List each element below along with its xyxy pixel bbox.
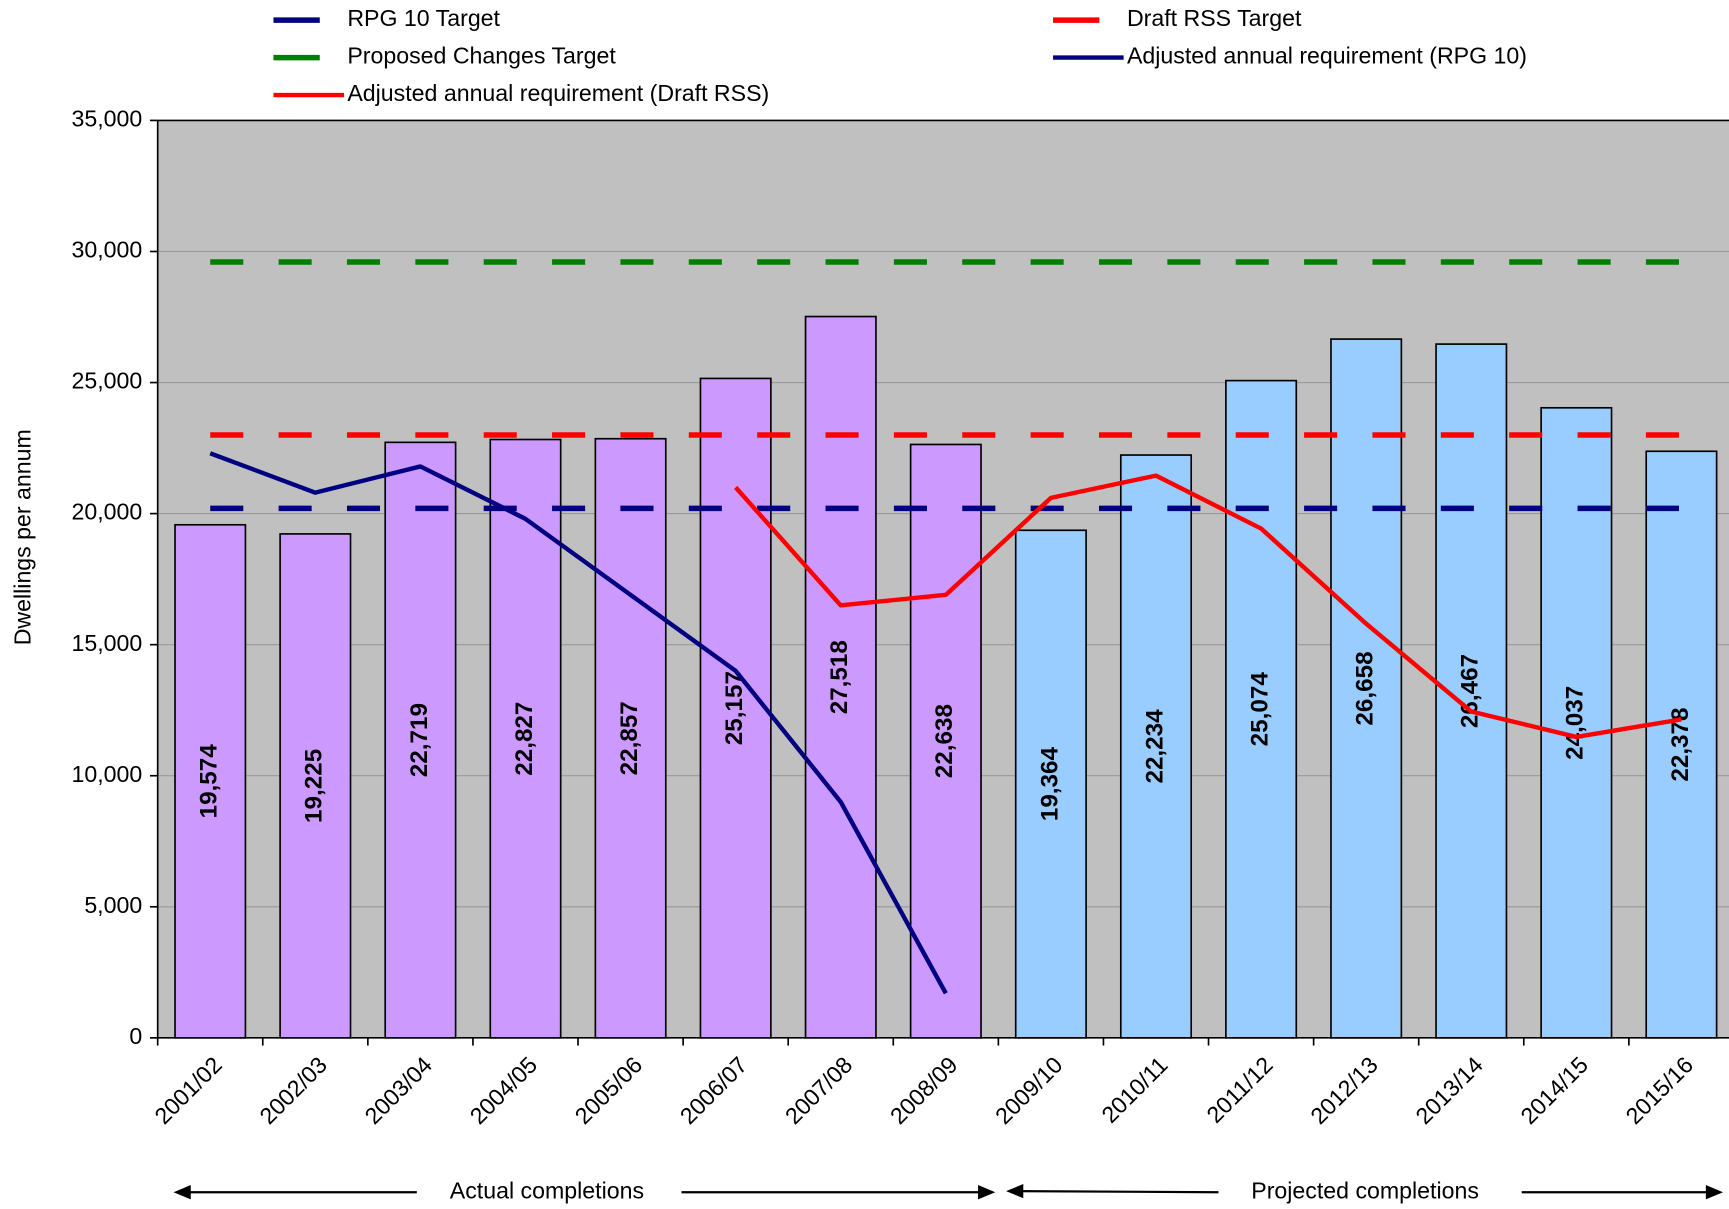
bar bbox=[1540, 406, 1613, 1039]
value-label: 27,518 bbox=[826, 640, 853, 714]
x-tick-label: 2011/12 bbox=[1201, 1052, 1277, 1128]
x-tick-label: 2002/03 bbox=[254, 1052, 332, 1130]
x-tick-label: 2009/10 bbox=[990, 1052, 1068, 1130]
x-tick-label: 2013/14 bbox=[1410, 1051, 1488, 1129]
y-tick-label: 5,000 bbox=[84, 892, 142, 918]
y-tick-label: 25,000 bbox=[71, 368, 142, 394]
bar bbox=[1014, 529, 1087, 1039]
value-label: 26,658 bbox=[1352, 651, 1379, 725]
x-tick-label: 2001/02 bbox=[149, 1052, 227, 1130]
value-label: 22,857 bbox=[616, 701, 643, 775]
value-label: 22,638 bbox=[931, 704, 958, 778]
value-label: 19,574 bbox=[196, 744, 223, 819]
value-label: 22,719 bbox=[406, 703, 433, 777]
y-tick-label: 30,000 bbox=[71, 237, 142, 263]
value-label: 19,364 bbox=[1036, 746, 1063, 821]
annotation: Projected completions bbox=[1251, 1177, 1479, 1203]
y-tick-label: 35,000 bbox=[71, 106, 142, 132]
x-tick-label: 2014/15 bbox=[1515, 1052, 1593, 1130]
y-axis-label: Dwellings per annum bbox=[9, 429, 35, 645]
legend-label: Adjusted annual requirement (Draft RSS) bbox=[347, 80, 769, 106]
value-label: 22,827 bbox=[511, 702, 538, 776]
annotation: Actual completions bbox=[450, 1177, 644, 1203]
x-tick-label: 2008/09 bbox=[885, 1052, 963, 1130]
legend-label: Adjusted annual requirement (RPG 10) bbox=[1127, 43, 1527, 69]
y-tick-label: 15,000 bbox=[71, 630, 142, 656]
x-tick-label: 2004/05 bbox=[465, 1052, 543, 1130]
value-label: 19,225 bbox=[301, 749, 328, 823]
y-tick-label: 20,000 bbox=[71, 499, 142, 525]
x-tick-label: 2005/06 bbox=[570, 1052, 648, 1130]
x-tick-label: 2015/16 bbox=[1621, 1052, 1699, 1130]
value-label: 25,074 bbox=[1246, 672, 1273, 747]
x-tick-label: 2003/04 bbox=[360, 1051, 438, 1129]
y-tick-label: 0 bbox=[129, 1023, 142, 1049]
legend-label: Proposed Changes Target bbox=[347, 43, 616, 69]
x-tick-label: 2006/07 bbox=[675, 1052, 753, 1130]
x-tick-label: 2007/08 bbox=[780, 1052, 858, 1130]
legend-label: RPG 10 Target bbox=[347, 5, 500, 31]
bar bbox=[1645, 450, 1718, 1039]
value-label: 22,234 bbox=[1141, 709, 1168, 784]
line-series bbox=[734, 473, 1682, 740]
y-tick-label: 10,000 bbox=[71, 761, 142, 787]
x-tick-label: 2010/11 bbox=[1096, 1052, 1172, 1128]
x-tick-label: 2012/13 bbox=[1305, 1052, 1383, 1130]
bar bbox=[489, 438, 562, 1039]
value-label: 24,037 bbox=[1562, 686, 1589, 760]
bar bbox=[384, 441, 457, 1039]
annotation-arrows bbox=[173, 1183, 1724, 1200]
value-label: 26,467 bbox=[1457, 654, 1484, 728]
line-series bbox=[209, 451, 948, 995]
bar bbox=[909, 443, 982, 1039]
legend-label: Draft RSS Target bbox=[1127, 5, 1302, 31]
bar bbox=[594, 437, 667, 1039]
